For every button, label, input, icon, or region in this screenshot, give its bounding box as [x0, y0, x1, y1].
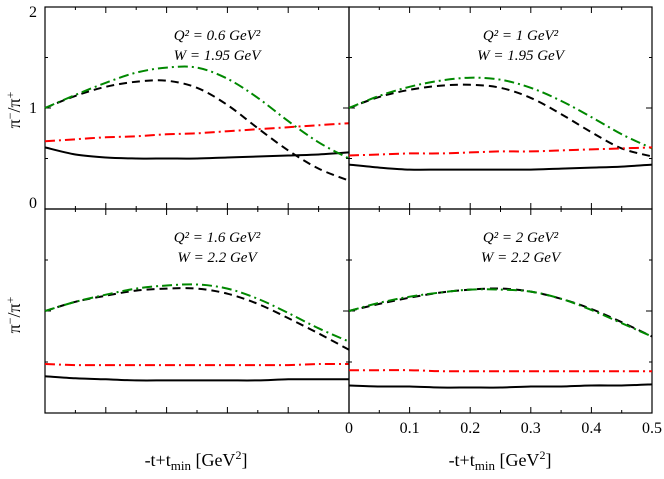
x-tick-label: 0.1 — [400, 420, 420, 437]
panel-annotation: W = 1.95 GeV — [174, 48, 263, 64]
xlabel-right: -t+tmin [GeV2] — [449, 448, 552, 473]
panel-annotation: Q² = 0.6 GeV² — [174, 28, 261, 44]
panel-annotation: W = 1.95 GeV — [477, 48, 566, 64]
y-tick-label: 2 — [29, 4, 37, 21]
series-line-red-dash-dot — [348, 369, 652, 373]
series-line-green-dash-dot — [44, 65, 350, 160]
panel-annotation: Q² = 1 GeV² — [483, 28, 559, 44]
panel-top-right: Q² = 1 GeV² W = 1.95 GeV — [348, 6, 653, 210]
series-line-green-dash-dot — [44, 283, 350, 343]
series-line-black-dashed — [348, 83, 653, 158]
series-line-black-solid — [348, 163, 653, 171]
series-line-red-dash-dot — [44, 362, 350, 367]
panel-annotation: Q² = 1.6 GeV² — [174, 230, 261, 246]
x-tick-label: 0 — [345, 420, 353, 437]
x-tick-label: 0.3 — [521, 420, 541, 437]
series-line-black-dashed — [44, 79, 350, 182]
panel-top-left: 0 1 2 Q² = 0.6 GeV² W = 1.95 GeV — [29, 4, 350, 212]
x-tick-label: 0.2 — [460, 420, 480, 437]
ylabel-top: π−/π+ — [3, 91, 24, 128]
panel-bottom-right: 0 0.1 0.2 0.3 0.4 0.5 Q² = 2 GeV² W = 2.2 GeV — [345, 208, 662, 437]
series-line-green-dash-dot — [348, 288, 653, 338]
series-line-black-dashed — [348, 287, 653, 338]
panels: 0 1 2 Q² = 0.6 GeV² W = 1.95 GeV Q² = 1 GeV² W… — [29, 4, 662, 437]
y-tick-label: 1 — [29, 100, 37, 117]
ylabel-bottom: π−/π+ — [3, 296, 24, 333]
x-tick-label: 0.4 — [581, 420, 601, 437]
panel-bottom-left: Q² = 1.6 GeV² W = 2.2 GeV — [44, 208, 350, 414]
series-line-red-dash-dot — [348, 146, 653, 157]
panel-annotation: W = 2.2 GeV — [177, 250, 258, 266]
x-tick-label: 0.5 — [642, 420, 662, 437]
series-line-black-solid — [44, 146, 350, 160]
series-line-black-dashed — [44, 287, 350, 351]
series-line-black-solid — [44, 375, 349, 382]
panel-annotation: Q² = 2 GeV² — [483, 230, 559, 246]
xlabel-left: -t+tmin [GeV2] — [145, 448, 248, 473]
y-tick-label: 0 — [29, 195, 37, 212]
series-line-green-dash-dot — [348, 76, 653, 150]
panel-annotation: W = 2.2 GeV — [481, 250, 562, 266]
series-line-black-solid — [348, 383, 653, 389]
